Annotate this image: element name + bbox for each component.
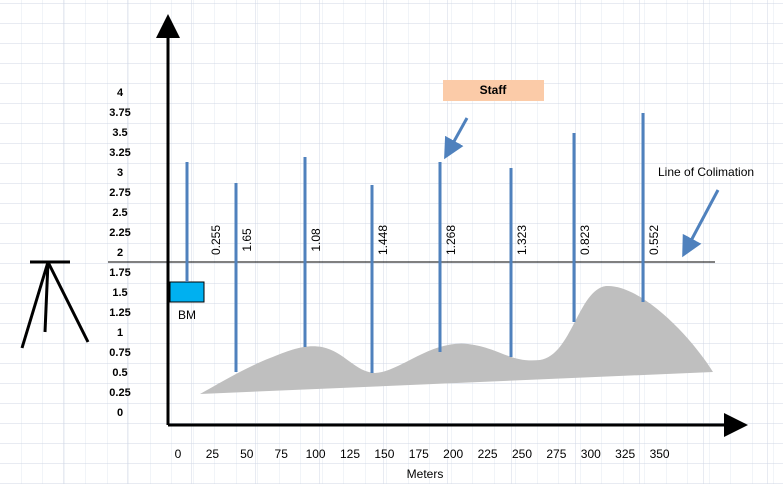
y-axis-label: 0.25	[109, 387, 130, 399]
x-axis-label: 175	[409, 447, 429, 461]
y-axis-label: 2	[117, 247, 123, 259]
x-axis-title: Meters	[407, 467, 444, 481]
x-axis-label: 125	[340, 447, 360, 461]
x-axis-label: 50	[240, 447, 254, 461]
x-axis-label: 350	[650, 447, 670, 461]
y-axis-label: 3	[117, 167, 123, 179]
x-axis-label: 300	[581, 447, 601, 461]
x-axis-label: 0	[175, 447, 182, 461]
x-axis-label: 200	[443, 447, 463, 461]
y-axis-label: 4	[117, 87, 124, 99]
line-arrow	[682, 189, 720, 258]
x-axis-label: 275	[546, 447, 566, 461]
y-axis-label: 0.5	[112, 367, 127, 379]
staff-reading: 1.448	[376, 225, 390, 255]
y-axis-label: 1.75	[109, 267, 130, 279]
x-axis-label: 100	[306, 447, 326, 461]
x-axis-label: 325	[615, 447, 635, 461]
y-axis-label: 3.75	[109, 107, 130, 119]
staff-reading: 1.268	[444, 225, 458, 255]
x-axis-label: 250	[512, 447, 532, 461]
staff-arrow	[444, 117, 469, 160]
y-axis-label: 3.5	[112, 127, 127, 139]
y-axis-label: 0	[117, 407, 123, 419]
y-axis-label: 1	[117, 327, 123, 339]
y-axis-label: 2.5	[112, 207, 127, 219]
benchmark	[169, 281, 205, 303]
x-axis-label: 75	[275, 447, 289, 461]
staff-box	[443, 80, 544, 101]
line-label: Line of Colimation	[658, 165, 754, 179]
y-axis-label: 0.75	[109, 347, 130, 359]
staff-reading: 0.823	[578, 225, 592, 255]
ground-profile	[200, 285, 713, 394]
y-axis-label: 1.25	[109, 307, 130, 319]
y-axis-label: 2.25	[109, 227, 130, 239]
staff-reading: 1.323	[515, 225, 529, 255]
x-axis-label: 25	[206, 447, 220, 461]
x-axis-label: 150	[374, 447, 394, 461]
x-axis-label: 225	[478, 447, 498, 461]
staff-label: Staff	[480, 83, 508, 97]
benchmark-label: BM	[178, 308, 196, 322]
y-axis-label: 2.75	[109, 187, 130, 199]
staff-reading: 1.65	[240, 228, 254, 252]
level-instrument	[20, 260, 90, 349]
y-axis-label: 1.5	[112, 287, 127, 299]
generated: 4 3.75 3.5 3.25 3 2.75 2.5 2.25 2 1.75 1.5 1.25 1 0.7…	[109, 87, 670, 461]
y-axis-label: 3.25	[109, 147, 130, 159]
staff-reading: 1.08	[309, 228, 323, 252]
staff-reading: 0.255	[209, 225, 223, 255]
staff-reading: 0.552	[647, 225, 661, 255]
